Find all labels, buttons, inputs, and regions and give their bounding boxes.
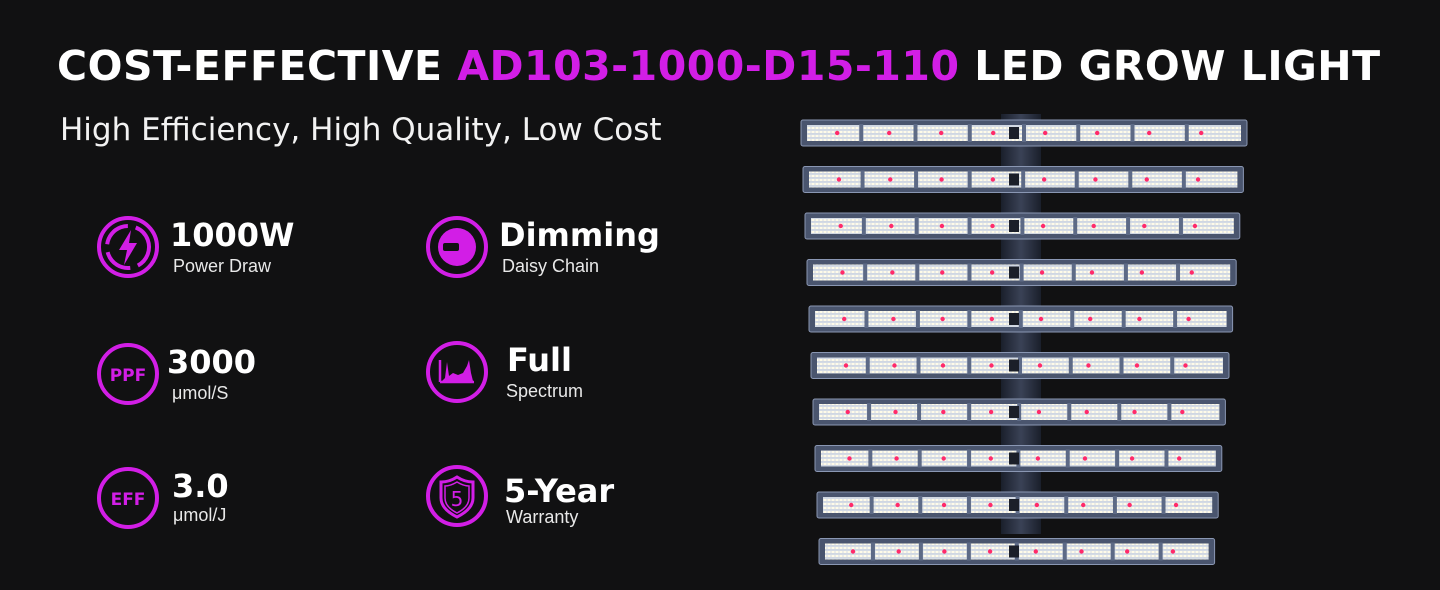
warranty-shield-icon: 5 <box>426 465 488 527</box>
ppf-icon: PPF <box>97 343 159 405</box>
title-prefix: COST-EFFECTIVE <box>57 42 458 90</box>
light-bar <box>818 538 1216 565</box>
feature-value: 1000W <box>170 216 295 254</box>
light-bar <box>810 352 1230 379</box>
subtitle: High Efficiency, High Quality, Low Cost <box>60 112 662 148</box>
feature-label: Warranty <box>506 507 579 527</box>
feature-label: μmol/S <box>172 383 229 403</box>
feature-label: Daisy Chain <box>502 256 600 276</box>
light-bar <box>800 119 1248 147</box>
dimmer-knob-icon <box>426 216 488 278</box>
eff-icon-text: EFF <box>111 490 146 510</box>
feature-value: 5-Year <box>504 472 615 510</box>
feature-value: Full <box>507 341 572 379</box>
lightning-bolt-icon <box>97 216 159 278</box>
light-bar <box>802 166 1244 193</box>
feature-value: Dimming <box>499 216 660 254</box>
led-grow-light-image <box>800 114 1248 565</box>
warranty-icon-text: 5 <box>451 487 464 511</box>
feature-label: μmol/J <box>173 505 227 525</box>
feature-value: 3000 <box>167 343 257 381</box>
title-model-number: AD103-1000-D15-110 <box>457 42 960 90</box>
feature-label: Power Draw <box>173 256 272 276</box>
light-bar <box>816 491 1219 519</box>
page-title: COST-EFFECTIVE AD103-1000-D15-110 LED GR… <box>57 40 1381 92</box>
ppf-icon-text: PPF <box>110 366 147 386</box>
light-bar <box>804 212 1241 240</box>
light-bar <box>812 398 1226 426</box>
title-suffix: LED GROW LIGHT <box>959 42 1381 90</box>
light-bars <box>800 119 1248 565</box>
feature-label: Spectrum <box>506 381 584 401</box>
light-bar <box>814 445 1223 472</box>
light-bar <box>806 259 1237 286</box>
spectrum-graph-icon <box>426 341 488 403</box>
light-bar <box>808 305 1234 333</box>
feature-value: 3.0 <box>172 467 229 505</box>
eff-icon: EFF <box>97 467 159 529</box>
